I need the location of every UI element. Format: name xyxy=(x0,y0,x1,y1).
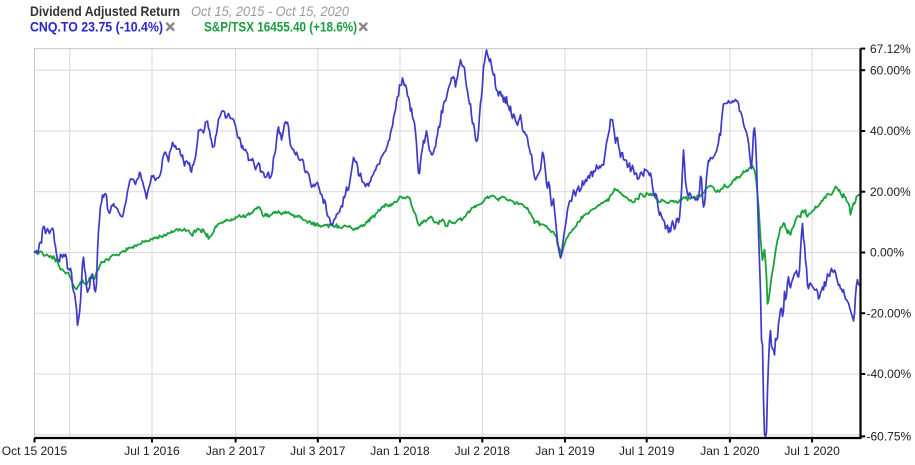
svg-text:60.00%: 60.00% xyxy=(870,63,911,77)
svg-text:S&P/TSX 16455.40 (+18.6%): S&P/TSX 16455.40 (+18.6%) xyxy=(204,19,357,35)
svg-text:0.00%: 0.00% xyxy=(870,246,904,260)
svg-text:67.12%: 67.12% xyxy=(870,42,911,56)
svg-text:Jan 2 2017: Jan 2 2017 xyxy=(206,444,266,458)
svg-text:20.00%: 20.00% xyxy=(870,185,911,199)
svg-text:Jul 1 2016: Jul 1 2016 xyxy=(124,444,180,458)
svg-text:Jul 1 2020: Jul 1 2020 xyxy=(784,444,840,458)
svg-text:Jan 1 2019: Jan 1 2019 xyxy=(535,444,595,458)
svg-text:Jan 1 2020: Jan 1 2020 xyxy=(700,444,760,458)
svg-text:Oct 15, 2015 - Oct 15, 2020: Oct 15, 2015 - Oct 15, 2020 xyxy=(191,3,349,19)
svg-text:Oct 15 2015: Oct 15 2015 xyxy=(2,444,68,458)
svg-text:Dividend Adjusted Return: Dividend Adjusted Return xyxy=(30,3,180,19)
svg-text:Jan 1 2018: Jan 1 2018 xyxy=(370,444,430,458)
svg-text:Jul 1 2019: Jul 1 2019 xyxy=(619,444,675,458)
svg-text:CNQ.TO 23.75 (-10.4%): CNQ.TO 23.75 (-10.4%) xyxy=(30,19,163,35)
svg-text:Jul 3 2017: Jul 3 2017 xyxy=(290,444,346,458)
svg-text:-20.00%: -20.00% xyxy=(867,306,912,320)
svg-text:Jul 2 2018: Jul 2 2018 xyxy=(455,444,511,458)
svg-text:40.00%: 40.00% xyxy=(870,124,911,138)
svg-text:-60.75%: -60.75% xyxy=(867,430,912,444)
svg-text:-40.00%: -40.00% xyxy=(867,367,912,381)
